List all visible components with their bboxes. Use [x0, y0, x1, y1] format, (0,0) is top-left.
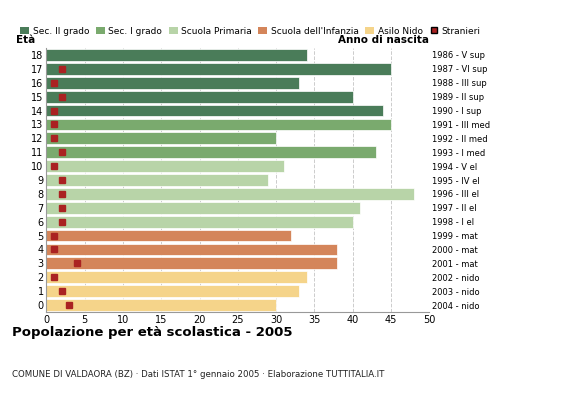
Bar	[46, 216, 353, 228]
Bar	[46, 285, 299, 297]
Bar	[46, 91, 353, 102]
Bar	[46, 202, 360, 214]
Bar	[46, 188, 414, 200]
Bar	[46, 174, 269, 186]
Bar	[46, 244, 338, 255]
Text: Anno di nascita: Anno di nascita	[338, 35, 429, 45]
Text: Età: Età	[16, 35, 35, 45]
Bar	[46, 118, 391, 130]
Bar	[46, 299, 276, 311]
Legend: Sec. II grado, Sec. I grado, Scuola Primaria, Scuola dell'Infanzia, Asilo Nido, : Sec. II grado, Sec. I grado, Scuola Prim…	[20, 26, 481, 36]
Bar	[46, 49, 307, 61]
Bar	[46, 160, 284, 172]
Bar	[46, 258, 338, 269]
Bar	[46, 105, 383, 116]
Bar	[46, 271, 307, 283]
Bar	[46, 77, 299, 89]
Bar	[46, 132, 276, 144]
Text: COMUNE DI VALDAORA (BZ) · Dati ISTAT 1° gennaio 2005 · Elaborazione TUTTITALIA.I: COMUNE DI VALDAORA (BZ) · Dati ISTAT 1° …	[12, 370, 384, 379]
Bar	[46, 146, 376, 158]
Bar	[46, 230, 291, 242]
Bar	[46, 63, 391, 75]
Text: Popolazione per età scolastica - 2005: Popolazione per età scolastica - 2005	[12, 326, 292, 339]
